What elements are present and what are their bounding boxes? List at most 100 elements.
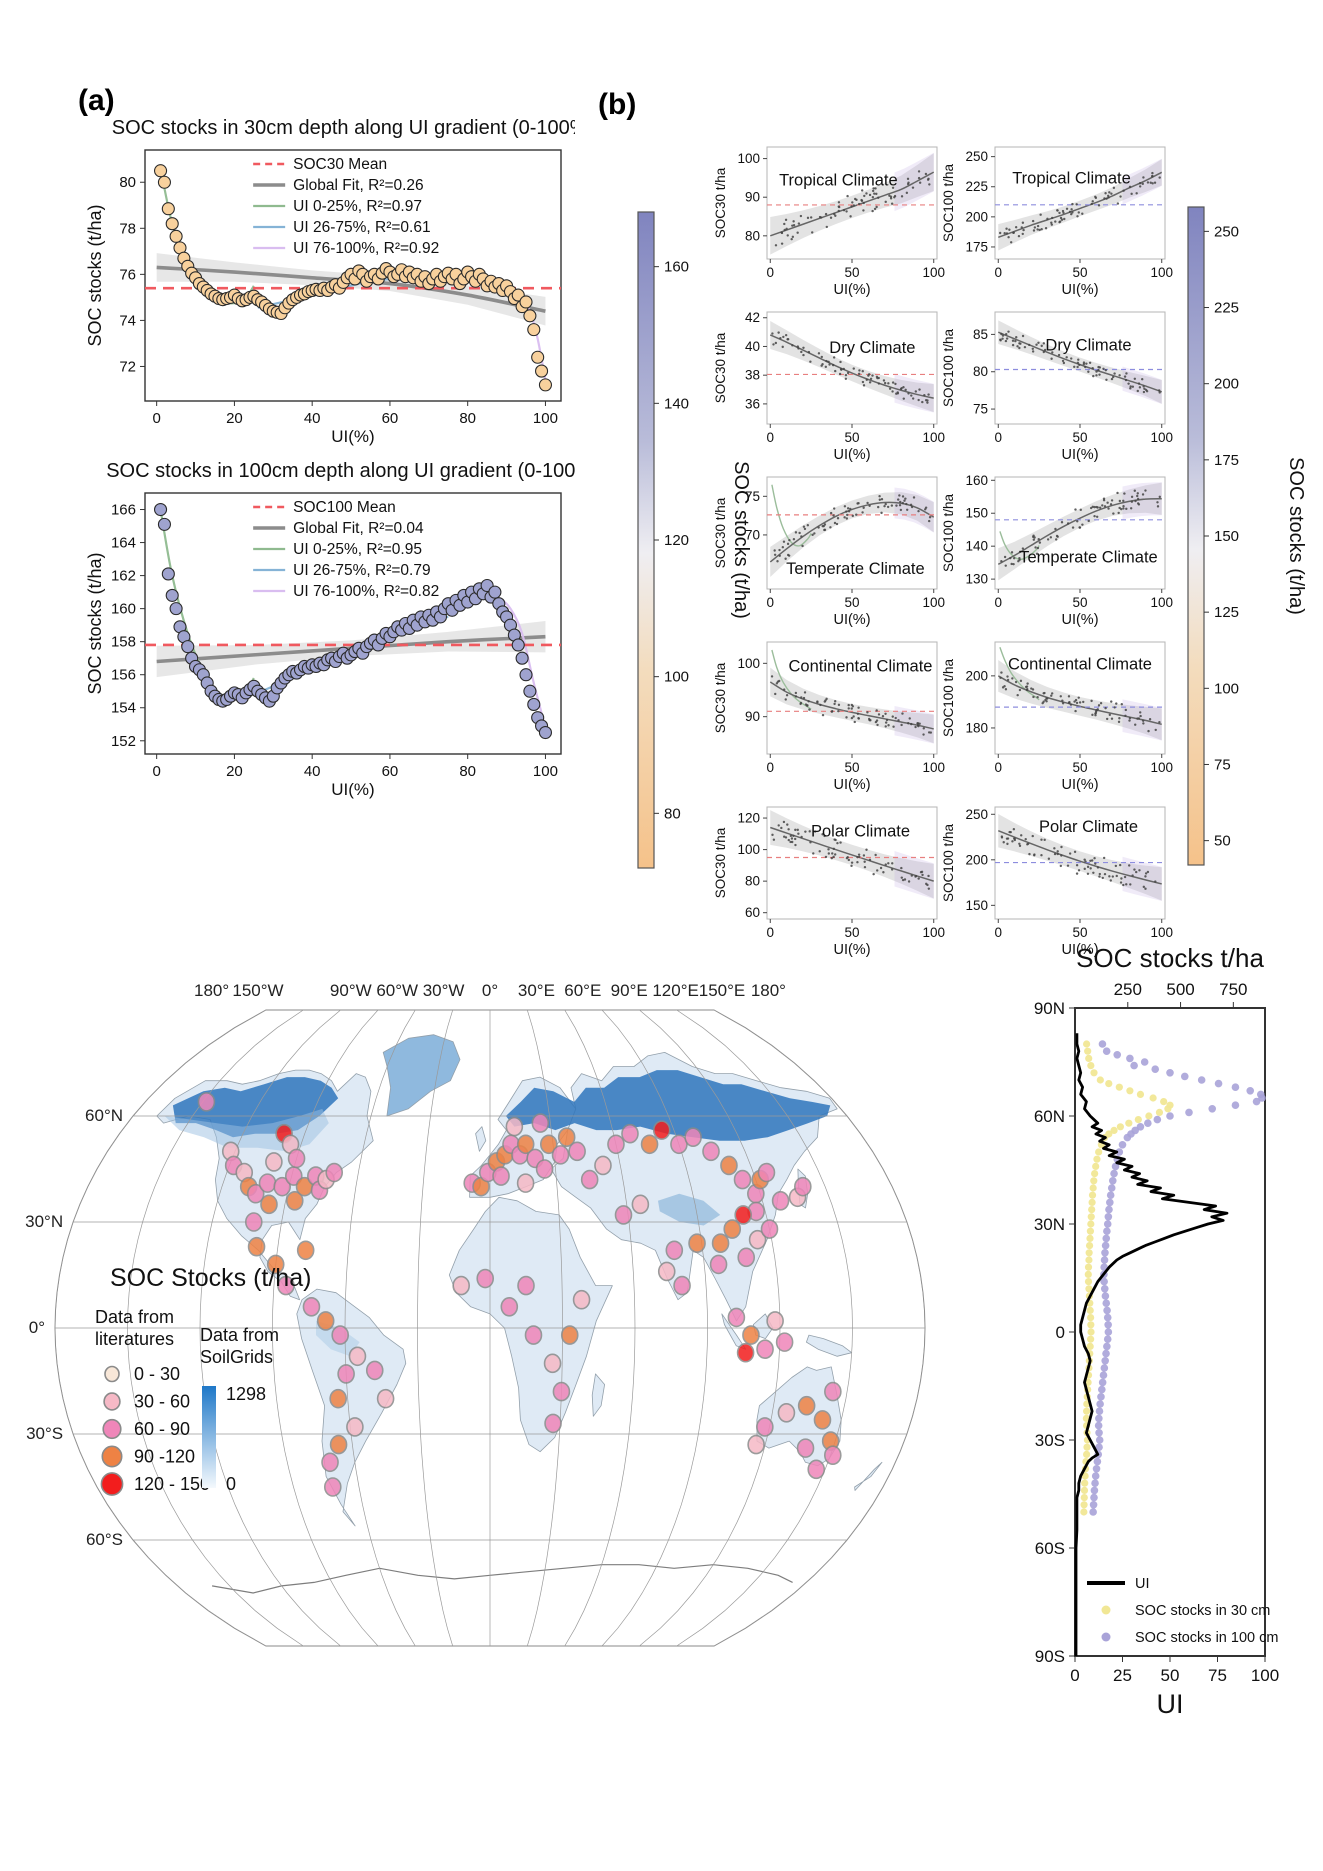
data-point xyxy=(1103,197,1106,200)
y-tick-label: 75 xyxy=(745,489,760,504)
data-point xyxy=(800,350,803,354)
data-point xyxy=(802,525,806,528)
data-point xyxy=(784,698,787,701)
data-point xyxy=(1056,535,1059,538)
map-content xyxy=(55,1010,925,1646)
data-point xyxy=(909,503,913,507)
data-point xyxy=(834,214,837,217)
data-point xyxy=(772,838,776,841)
x-tick-label: 100 xyxy=(1150,925,1173,940)
soc100-point xyxy=(1098,1040,1107,1048)
data-point xyxy=(1112,512,1115,515)
data-point xyxy=(1040,838,1043,841)
legend-class-swatch xyxy=(102,1418,122,1440)
longitude-label: 60°E xyxy=(564,981,601,1000)
y-tick-label: 200 xyxy=(965,852,988,867)
soc30-point xyxy=(1086,1306,1094,1314)
y-tick-label: 80 xyxy=(745,228,760,243)
data-point xyxy=(1110,700,1113,703)
y-tick-label: 42 xyxy=(745,310,760,325)
soc-site-point xyxy=(544,1413,562,1434)
data-point xyxy=(846,513,849,517)
data-point xyxy=(867,373,871,376)
x-tick-label: 100 xyxy=(922,430,945,445)
data-point xyxy=(1109,879,1112,882)
data-point xyxy=(871,374,874,377)
soc-site-point xyxy=(621,1123,639,1144)
data-point xyxy=(789,834,793,838)
data-point xyxy=(1024,837,1027,841)
data-point xyxy=(900,876,903,879)
data-point xyxy=(1078,526,1082,529)
data-point xyxy=(1096,708,1099,711)
data-point xyxy=(1103,505,1107,508)
y-axis-label: SOC stocks (t/ha) xyxy=(85,552,105,694)
data-point xyxy=(1158,495,1161,499)
data-point xyxy=(872,872,875,876)
data-point xyxy=(1079,508,1082,512)
data-point xyxy=(1074,508,1077,511)
data-point xyxy=(1151,174,1154,178)
soc-site-point xyxy=(760,1219,779,1239)
data-point xyxy=(818,850,821,853)
soc100-point xyxy=(1180,1072,1189,1081)
data-point xyxy=(1095,505,1098,509)
data-point xyxy=(787,838,790,842)
data-point xyxy=(1146,181,1150,184)
y-axis-label: SOC100 t/ha xyxy=(941,658,956,737)
soc30-point xyxy=(1115,1083,1123,1091)
data-point xyxy=(908,717,911,720)
data-point xyxy=(823,834,826,838)
legend-class-swatch xyxy=(101,1445,123,1468)
data-point xyxy=(802,353,805,357)
data-point xyxy=(791,344,794,347)
data-point xyxy=(1043,838,1046,842)
data-point xyxy=(1068,210,1072,213)
data-point xyxy=(1051,351,1054,354)
data-point xyxy=(1141,719,1145,722)
data-point xyxy=(1006,678,1010,682)
data-point xyxy=(837,703,841,707)
soc100-point xyxy=(1100,1277,1108,1286)
data-point xyxy=(918,722,921,725)
soc100-point xyxy=(1123,1133,1132,1142)
data-point xyxy=(794,695,798,698)
data-point xyxy=(1138,185,1142,188)
data-point xyxy=(1060,845,1063,849)
data-point xyxy=(1094,862,1097,865)
data-point xyxy=(889,197,893,200)
data-point xyxy=(926,883,929,887)
data-point xyxy=(823,523,827,526)
data-point xyxy=(785,227,788,231)
soc100-point xyxy=(1103,1335,1112,1343)
data-point xyxy=(1094,195,1097,198)
data-point xyxy=(1017,560,1020,563)
data-point xyxy=(894,382,897,386)
x-tick-label: 50 xyxy=(844,430,859,445)
data-point xyxy=(1071,202,1074,206)
longitude-label: 180° xyxy=(194,981,229,1000)
data-point xyxy=(1156,501,1159,504)
soc30-point xyxy=(1155,1108,1164,1116)
data-point xyxy=(1073,850,1077,854)
subplot-title: Polar Climate xyxy=(811,823,910,841)
data-point xyxy=(1075,872,1079,875)
data-point xyxy=(1119,881,1123,884)
data-point xyxy=(1086,872,1090,875)
data-point xyxy=(851,514,855,518)
data-point xyxy=(1025,688,1029,692)
confidence-band xyxy=(998,482,1162,581)
data-point xyxy=(1007,330,1010,333)
legend-class-label: 60 - 90 xyxy=(134,1419,190,1439)
y-tick-label: 60 xyxy=(745,905,760,920)
lat-tick-label: 60S xyxy=(1035,1539,1065,1558)
data-point xyxy=(1129,507,1133,510)
data-point xyxy=(846,371,850,375)
soc-site-point xyxy=(796,1438,815,1458)
colorbar-soc-stocks-a: 160 140 120 100 80 SOC stocks (t/ha) xyxy=(637,211,752,869)
soc100-point xyxy=(1102,1299,1111,1307)
data-point xyxy=(801,544,804,548)
data-point xyxy=(832,514,835,517)
soc100-point xyxy=(1106,1191,1115,1199)
soc100-point xyxy=(1126,1054,1134,1063)
